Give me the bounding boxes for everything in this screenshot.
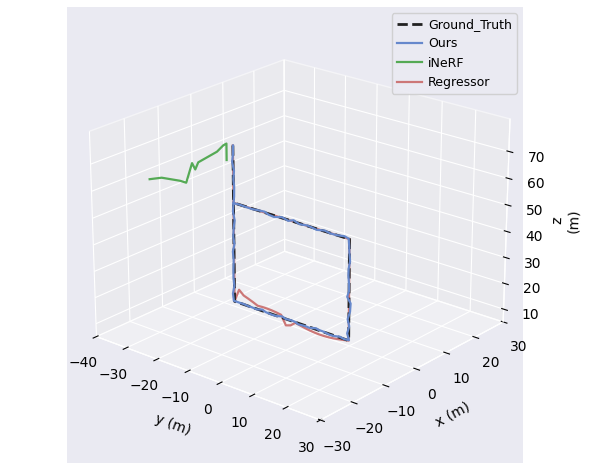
Y-axis label: x (m): x (m) xyxy=(433,399,473,429)
Legend: Ground_Truth, Ours, iNeRF, Regressor: Ground_Truth, Ours, iNeRF, Regressor xyxy=(392,13,517,94)
X-axis label: y (m): y (m) xyxy=(153,412,192,438)
